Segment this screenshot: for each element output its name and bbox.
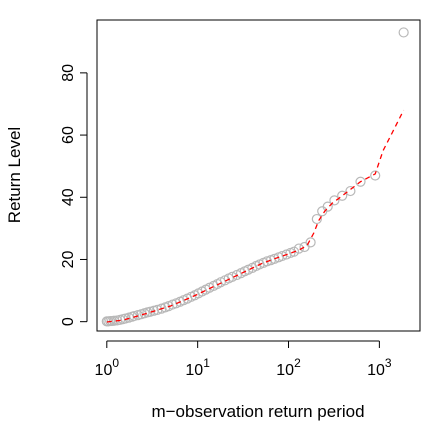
x-axis-title: m−observation return period	[151, 402, 364, 421]
data-point	[311, 213, 322, 225]
x-axis: 100 101 102 103	[95, 340, 392, 379]
data-point	[305, 237, 316, 248]
data-point	[398, 27, 409, 38]
y-axis: 0 20 40 60 80	[60, 64, 88, 326]
data-point	[227, 271, 238, 282]
data-point	[322, 201, 333, 212]
y-tick-label: 40	[60, 188, 77, 206]
y-axis-title: Return Level	[5, 127, 24, 223]
x-tick-label: 102	[276, 356, 301, 379]
y-tick-label: 20	[60, 250, 77, 268]
x-tick-label: 101	[185, 356, 210, 379]
data-marks	[101, 27, 409, 327]
data-point	[129, 310, 140, 322]
y-tick-label: 80	[60, 64, 77, 82]
data-point	[329, 195, 340, 206]
x-tick-label: 100	[95, 356, 120, 379]
data-point	[370, 170, 381, 181]
x-tick-label: 103	[367, 356, 392, 379]
y-tick-label: 60	[60, 126, 77, 144]
data-point	[355, 176, 366, 187]
data-point	[345, 185, 356, 197]
data-point	[145, 306, 156, 317]
data-point	[293, 243, 304, 254]
y-tick-label: 0	[60, 317, 77, 326]
plot-frame	[96, 19, 421, 332]
fitted-curve	[106, 109, 405, 323]
data-point	[337, 190, 348, 201]
